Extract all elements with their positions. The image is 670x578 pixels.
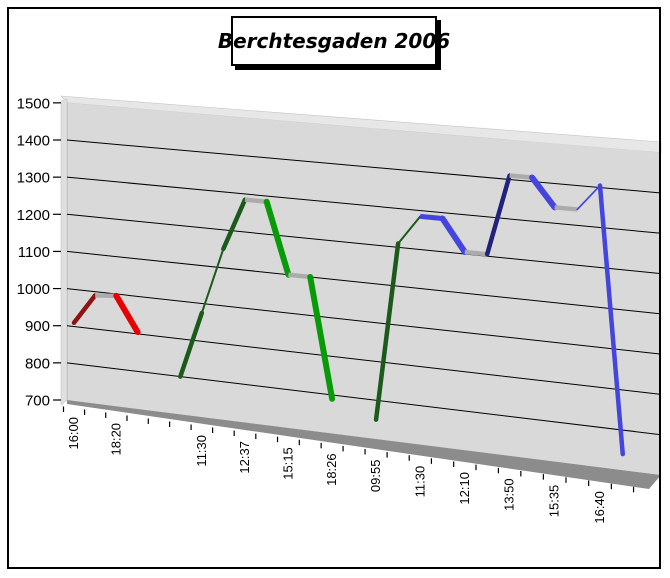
series-green-segment-4: [263, 198, 292, 278]
gridline-1300: [66, 176, 662, 234]
wall-left-face: [60, 98, 68, 406]
series-green-segment-0: [373, 241, 401, 422]
series-red-segment-2: [113, 292, 141, 336]
series-red: [71, 292, 141, 336]
x-tick-label-20: 13:50: [502, 478, 517, 511]
series-green-segment-5: [288, 272, 311, 280]
y-tick-label-1300: 1300: [17, 170, 50, 187]
series-green-segment-2: [221, 197, 248, 252]
series-blue-segment-5: [529, 174, 558, 211]
x-tick-label-2: 18:20: [108, 423, 123, 456]
x-tick-label-8: 12:37: [237, 441, 252, 474]
series-green-segment-0: [178, 310, 205, 379]
gridlines: [66, 139, 662, 436]
series-red-segment-0: [71, 293, 98, 326]
series-blue-segment-8: [597, 183, 625, 457]
gridline-900: [66, 325, 662, 395]
series-blue-segment-2: [464, 249, 488, 257]
chart-title-box: Berchtesgaden 2006: [218, 16, 450, 66]
y-tick-label-900: 900: [25, 318, 50, 335]
series-blue-segment-4: [509, 173, 533, 180]
x-tick-label-6: 11:30: [194, 435, 209, 467]
series-blue-segment-3: [484, 173, 512, 257]
x-tick-label-12: 18:26: [324, 453, 339, 486]
gridline-1100: [66, 250, 662, 315]
series-green-segment-1: [200, 247, 225, 314]
y-tick-label-1000: 1000: [17, 281, 50, 298]
x-tick-label-16: 11:30: [412, 466, 427, 498]
series-blue-segment-7: [576, 184, 601, 211]
series-green: [178, 197, 422, 422]
x-tick-label-10: 15:15: [280, 447, 295, 480]
y-tick-label-800: 800: [25, 355, 50, 372]
y-tick-label-1200: 1200: [17, 207, 50, 224]
series-blue-segment-0: [420, 213, 443, 221]
y-tick-label-700: 700: [25, 393, 50, 410]
series-green-segment-3: [244, 197, 267, 204]
x-tick-label-14: 09:55: [368, 460, 383, 493]
series-blue-segment-1: [439, 215, 468, 256]
gridline-1000: [66, 288, 662, 355]
x-tick-label-24: 16:40: [592, 491, 607, 524]
gridline-1200: [66, 213, 662, 275]
x-tick-label-18: 12:10: [457, 472, 472, 505]
gridline-1400: [66, 139, 662, 194]
floor-band: [67, 400, 661, 489]
y-tick-label-1500: 1500: [17, 95, 50, 112]
x-tick-label-22: 15:35: [547, 485, 562, 518]
back-wall: [67, 102, 661, 475]
chart-title: Berchtesgaden 2006: [217, 29, 451, 53]
series-green-segment-6: [307, 273, 336, 402]
gridline-800: [66, 362, 662, 436]
y-tick-label-1400: 1400: [17, 132, 50, 149]
series-blue: [420, 173, 625, 457]
series-green-segment-1: [397, 215, 422, 245]
x-tick-label-0: 16:00: [66, 417, 81, 450]
y-tick-label-1100: 1100: [18, 244, 50, 261]
series-blue-segment-6: [554, 205, 578, 212]
